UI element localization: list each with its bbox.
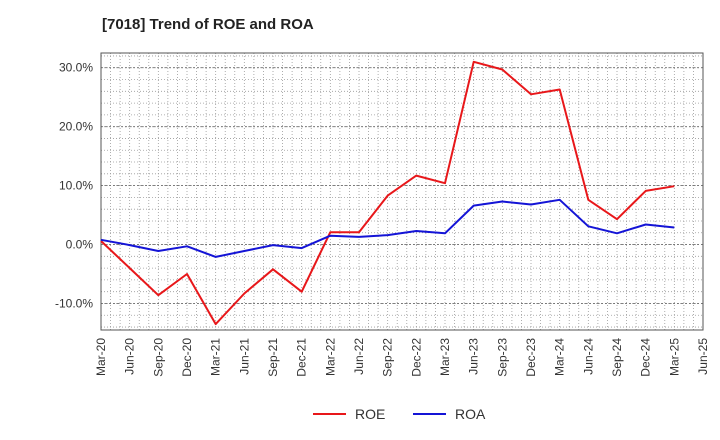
series-line-roa — [100, 198, 675, 258]
plot-area — [101, 53, 703, 330]
x-tick-label: Dec-23 — [524, 338, 538, 377]
plot-frame — [100, 52, 704, 331]
x-tick-label: Mar-22 — [323, 338, 337, 376]
x-tick-label: Dec-24 — [639, 338, 653, 377]
x-tick-label: Sep-23 — [495, 338, 509, 377]
x-tick-label: Mar-23 — [438, 338, 452, 376]
x-tick-label: Sep-24 — [610, 338, 624, 377]
y-tick-label: 0.0% — [66, 238, 94, 252]
x-tick-label: Sep-22 — [381, 338, 395, 377]
legend-label-roa: ROA — [455, 406, 486, 422]
y-tick-label: -10.0% — [55, 296, 93, 310]
y-tick-label: 20.0% — [59, 120, 93, 134]
x-tick-label: Sep-21 — [266, 338, 280, 377]
x-tick-label: Mar-25 — [667, 338, 681, 376]
x-tick-label: Dec-21 — [295, 338, 309, 377]
x-tick-label: Jun-25 — [696, 338, 710, 375]
x-tick-label: Sep-20 — [151, 338, 165, 377]
x-tick-label: Mar-20 — [94, 338, 108, 376]
x-tick-label: Jun-24 — [581, 338, 595, 375]
x-tick-label: Jun-21 — [237, 338, 251, 375]
x-tick-label: Jun-22 — [352, 338, 366, 375]
x-tick-label: Mar-21 — [209, 338, 223, 376]
x-tick-label: Dec-20 — [180, 338, 194, 377]
x-tick-label: Jun-20 — [123, 338, 137, 375]
y-tick-label: 10.0% — [59, 179, 93, 193]
x-tick-label: Jun-23 — [467, 338, 481, 375]
x-tick-label: Mar-24 — [553, 338, 567, 376]
x-tick-label: Dec-22 — [409, 338, 423, 377]
chart-title: [7018] Trend of ROE and ROA — [102, 16, 314, 33]
legend-label-roe: ROE — [355, 406, 385, 422]
y-tick-label: 30.0% — [59, 61, 93, 75]
series-line-roe — [100, 60, 675, 326]
